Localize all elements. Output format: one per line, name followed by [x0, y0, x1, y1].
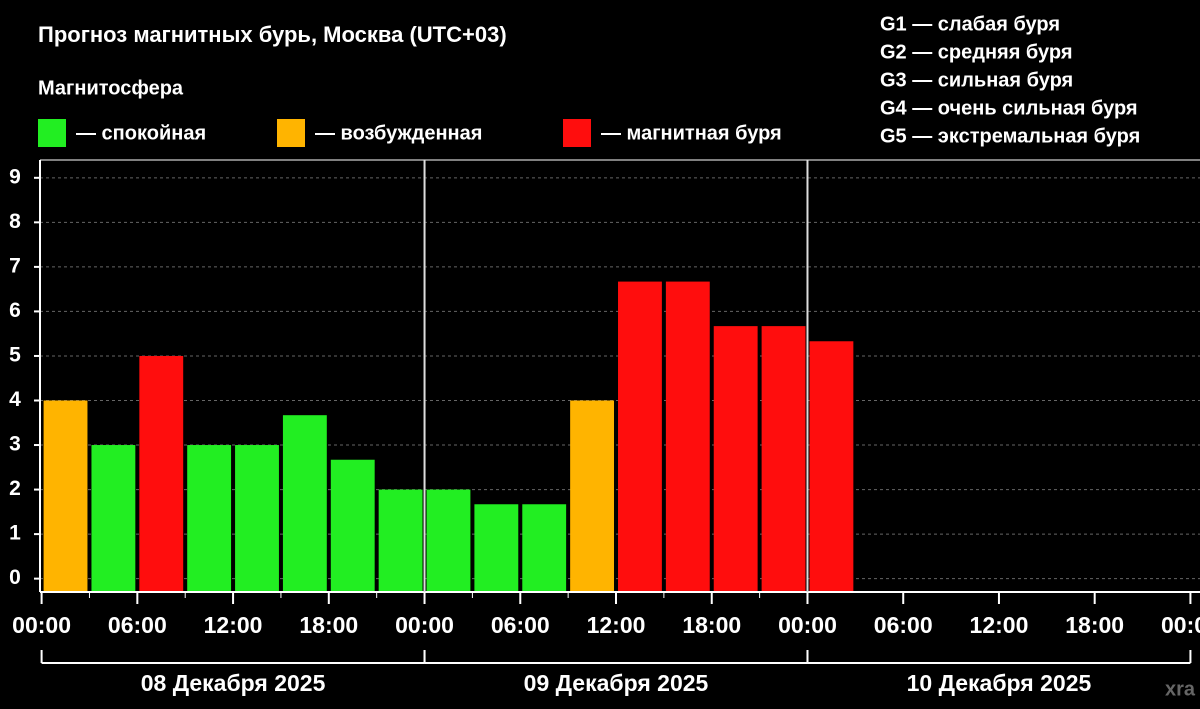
x-tick-label: 18:00 — [299, 612, 358, 638]
x-tick-label: 00:00 — [395, 612, 454, 638]
bar — [330, 459, 375, 592]
bar — [570, 400, 615, 592]
bar — [187, 445, 232, 592]
legend-label: — спокойная — [76, 122, 206, 144]
legend-swatch — [277, 119, 305, 147]
date-label: 08 Декабря 2025 — [141, 670, 326, 696]
y-tick-label: 5 — [9, 344, 21, 367]
x-tick-label: 12:00 — [970, 612, 1029, 638]
x-tick-label: 18:00 — [1065, 612, 1124, 638]
x-tick-label: 00:00 — [778, 612, 837, 638]
bar — [91, 445, 136, 592]
bar — [282, 415, 327, 592]
y-tick-label: 7 — [9, 254, 21, 277]
x-tick-label: 00:00 — [12, 612, 71, 638]
x-tick-label: 12:00 — [204, 612, 263, 638]
x-tick-label: 06:00 — [108, 612, 167, 638]
storm-scale-label: G4 — очень сильная буря — [880, 97, 1138, 119]
legend-swatch — [563, 119, 591, 147]
y-tick-label: 9 — [9, 165, 21, 188]
date-label: 10 Декабря 2025 — [907, 670, 1092, 696]
legend-label: — магнитная буря — [601, 122, 782, 144]
legend-swatch — [38, 119, 66, 147]
y-tick-label: 6 — [9, 299, 21, 322]
legend-title: Магнитосфера — [38, 77, 184, 99]
legend-label: — возбужденная — [315, 122, 482, 144]
y-tick-label: 4 — [9, 388, 21, 411]
bar — [522, 504, 567, 592]
x-tick-label: 06:00 — [491, 612, 550, 638]
x-tick-label: 06:00 — [874, 612, 933, 638]
bar — [43, 400, 88, 592]
x-tick-label: 12:00 — [587, 612, 646, 638]
x-tick-label: 00:00 — [1161, 612, 1200, 638]
chart-title: Прогноз магнитных бурь, Москва (UTC+03) — [38, 22, 507, 47]
bar — [618, 281, 662, 592]
storm-scale-label: G1 — слабая буря — [880, 13, 1060, 35]
bar — [474, 504, 519, 592]
bar — [426, 489, 471, 592]
storm-scale-label: G5 — экстремальная буря — [880, 125, 1140, 147]
bar — [665, 281, 710, 592]
bar — [235, 445, 279, 592]
bar — [809, 341, 854, 592]
date-label: 09 Декабря 2025 — [524, 670, 709, 696]
y-tick-label: 1 — [9, 522, 21, 545]
bar — [761, 326, 806, 592]
x-tick-label: 18:00 — [682, 612, 741, 638]
y-tick-label: 0 — [9, 566, 21, 589]
y-tick-label: 3 — [9, 433, 21, 456]
bar — [139, 355, 184, 592]
bar — [378, 489, 423, 592]
y-tick-label: 2 — [9, 477, 21, 500]
storm-scale-label: G2 — средняя буря — [880, 41, 1073, 63]
storm-scale-label: G3 — сильная буря — [880, 69, 1073, 91]
watermark: xra — [1165, 678, 1196, 700]
y-tick-label: 8 — [9, 210, 21, 233]
bar — [713, 326, 758, 592]
